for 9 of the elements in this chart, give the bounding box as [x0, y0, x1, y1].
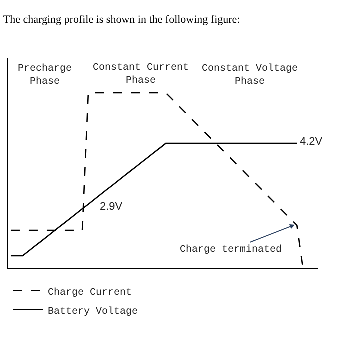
text: Constant Voltage Phase [202, 63, 298, 88]
legend-label: Charge Current [48, 286, 132, 299]
annotation: 2.9V [100, 201, 124, 213]
chart-title: The charging profile is shown in the following figure: [3, 14, 240, 26]
legend-label: Battery Voltage [48, 306, 138, 318]
annotation: 4.2V [300, 136, 324, 148]
text: Constant Current Phase [93, 63, 190, 87]
annotation: Charge terminated [180, 244, 282, 256]
text: Precharge Phase [18, 63, 72, 88]
